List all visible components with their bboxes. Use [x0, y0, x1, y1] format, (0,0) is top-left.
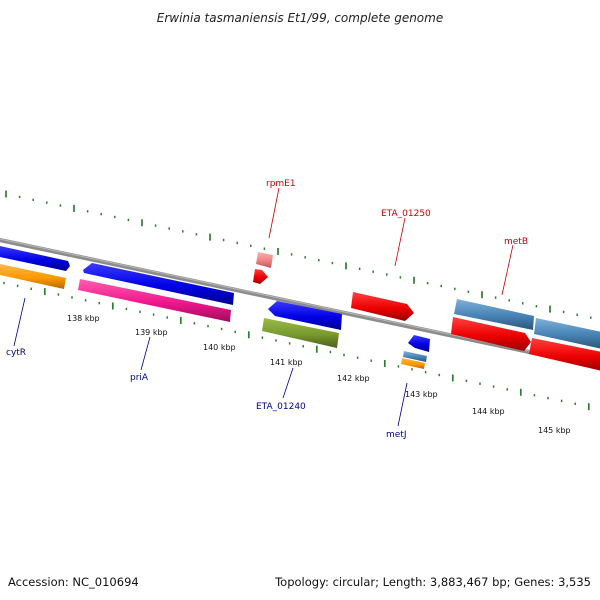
gene-ETA_01240-olive[interactable]: [262, 318, 339, 348]
gene-metB-red-2[interactable]: [529, 338, 600, 371]
gene-label-ETA_01250[interactable]: ETA_01250: [381, 209, 431, 219]
gene-ETA_01240-blue[interactable]: [268, 301, 342, 330]
gene-ETA_01250-red[interactable]: [351, 292, 414, 321]
inner-tick-ring: [3, 281, 590, 411]
ruler-label-143: 143 kbp: [405, 390, 438, 399]
gene-priA-blue[interactable]: [83, 263, 234, 305]
gene-rpmE1-salmon[interactable]: [256, 252, 273, 268]
leader-line-ETA_01240: [282, 367, 294, 399]
gene-cytR-blue[interactable]: [0, 246, 70, 271]
leader-line-rpmE1: [268, 187, 280, 239]
gene-label-ETA_01240[interactable]: ETA_01240: [256, 402, 306, 412]
gene-cytR-orange[interactable]: [0, 264, 66, 289]
gene-priA-pink[interactable]: [78, 279, 231, 322]
leader-line-ETA_01250: [394, 217, 406, 267]
ruler-labels: 138 kbp 139 kbp 140 kbp 141 kbp 142 kbp …: [67, 314, 571, 435]
gene-label-priA[interactable]: priA: [130, 373, 149, 383]
gene-label-metB[interactable]: metB: [504, 237, 528, 247]
leader-line-cytR: [13, 297, 26, 347]
leader-line-metB: [501, 244, 514, 296]
outer-tick-ring: [5, 190, 592, 319]
gene-label-rpmE1[interactable]: rpmE1: [266, 179, 296, 189]
map-title: Erwinia tasmaniensis Et1/99, complete ge…: [157, 11, 443, 25]
genome-backbone: [0, 237, 600, 370]
gene-label-cytR[interactable]: cytR: [6, 348, 26, 358]
accession-text: Accession: NC_010694: [8, 575, 139, 589]
ruler-label-144: 144 kbp: [472, 407, 505, 416]
gene-labels: cytR priA ETA_01240 metJ rpmE1 ETA_01250…: [6, 179, 528, 440]
gene-metB-red[interactable]: [451, 317, 531, 351]
gene-metJ-orange[interactable]: [401, 358, 425, 369]
gene-metB-steel-2[interactable]: [534, 318, 600, 349]
leader-line-metJ: [397, 382, 408, 427]
gene-metJ-steel[interactable]: [403, 351, 427, 362]
ruler-label-142: 142 kbp: [337, 374, 370, 383]
ruler-label-139: 139 kbp: [135, 328, 168, 337]
ruler-label-138: 138 kbp: [67, 314, 100, 323]
gene-metB-steel[interactable]: [454, 299, 534, 330]
topology-text: Topology: circular; Length: 3,883,467 bp…: [274, 575, 591, 589]
gene-metJ-blue[interactable]: [408, 335, 430, 352]
ruler-label-145: 145 kbp: [538, 426, 571, 435]
gene-rpmE1-red[interactable]: [253, 269, 268, 284]
ruler-label-140: 140 kbp: [203, 343, 236, 352]
leader-line-priA: [140, 336, 151, 371]
gene-label-metJ[interactable]: metJ: [386, 430, 407, 440]
ruler-label-141: 141 kbp: [270, 358, 303, 367]
